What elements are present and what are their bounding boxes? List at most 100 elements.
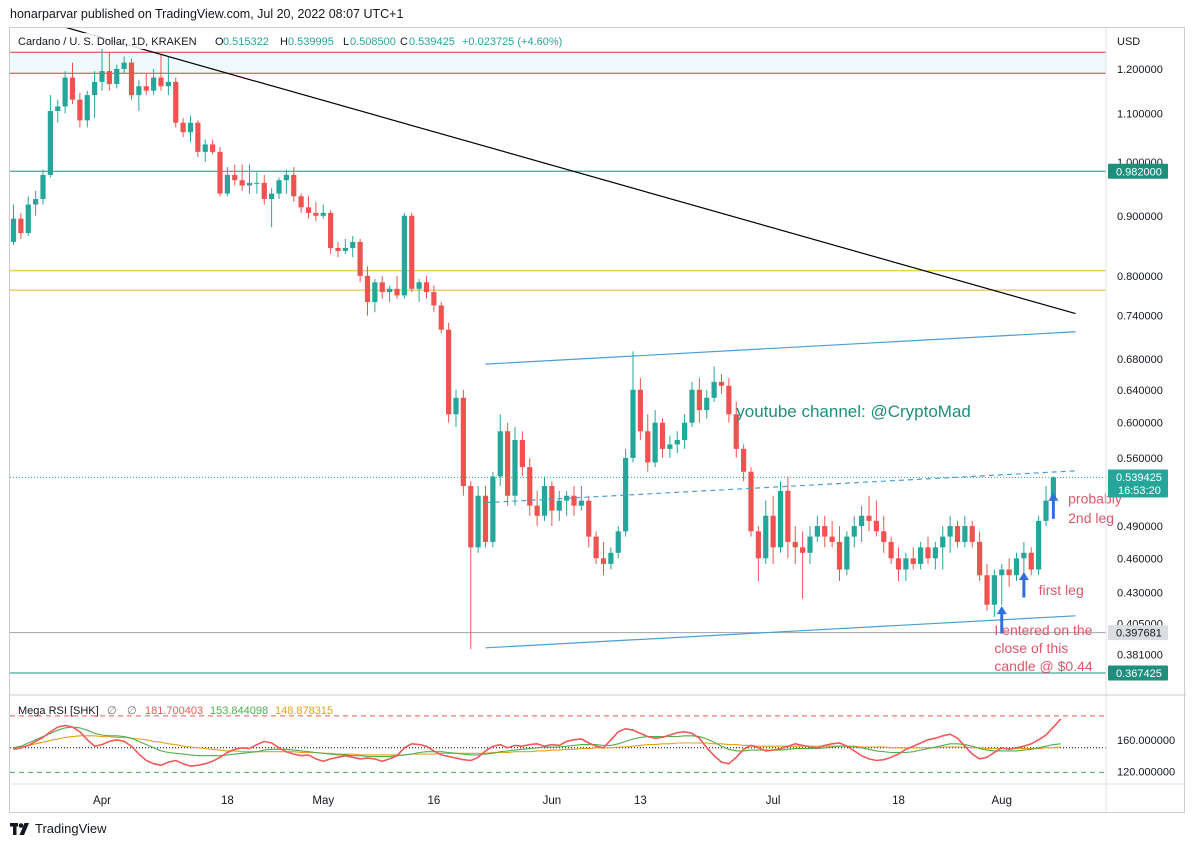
- candle-body: [608, 552, 614, 564]
- chart-panel[interactable]: youtube channel: @CryptoMad probably 2nd l…: [9, 27, 1186, 814]
- candle-body: [851, 526, 857, 537]
- price-badge-label: 0.982000: [1116, 166, 1162, 178]
- rsi-legend-title: Mega RSI [SHK]: [18, 705, 99, 717]
- candle-body: [446, 329, 452, 415]
- candle-body: [431, 292, 437, 306]
- candle-body: [814, 526, 820, 537]
- price-tick-label: 0.430000: [1117, 588, 1163, 600]
- up-arrow-head-icon: [996, 606, 1007, 615]
- candle-body: [180, 122, 186, 133]
- tradingview-footer: TradingView: [10, 821, 107, 836]
- candle-body: [210, 144, 216, 152]
- candle-body: [69, 77, 76, 100]
- candle-body: [283, 174, 289, 181]
- candle-body: [47, 111, 53, 175]
- candle-body: [556, 500, 562, 511]
- chart-annotation: close of this: [994, 640, 1068, 656]
- low-value: 0.508500: [350, 36, 396, 48]
- candle-body: [217, 151, 223, 194]
- rsi-legend-value: 148.878315: [275, 705, 333, 717]
- candle-body: [918, 547, 924, 564]
- candle-body: [151, 77, 157, 91]
- price-tick-label: 0.740000: [1117, 311, 1163, 323]
- price-tick-label: 0.600000: [1117, 418, 1163, 430]
- candle-body: [534, 505, 540, 516]
- candle-body: [549, 486, 555, 511]
- candle-body: [777, 490, 784, 548]
- candle-body: [187, 122, 194, 133]
- chart-annotation: youtube channel: @CryptoMad: [736, 402, 971, 421]
- candle-body: [792, 541, 798, 548]
- candle-body: [1013, 558, 1020, 576]
- price-badge-label: 0.397681: [1116, 628, 1162, 640]
- candle-body: [394, 288, 400, 296]
- candle-body: [999, 569, 1005, 576]
- candle-body: [962, 526, 968, 542]
- price-badge: [1108, 625, 1168, 641]
- price-tick-label: 0.900000: [1117, 211, 1163, 223]
- time-tick-label: May: [312, 795, 334, 807]
- price-tick-label: 0.680000: [1117, 354, 1163, 366]
- rsi-series-line: [13, 726, 1061, 758]
- candle-body: [143, 86, 149, 91]
- chart-annotation: candle @ $0.44: [994, 658, 1092, 674]
- candle-body: [807, 536, 813, 553]
- chart-annotation: first leg: [1039, 582, 1084, 598]
- candle-body: [114, 68, 120, 85]
- high-label: H: [280, 36, 288, 48]
- candle-body: [571, 495, 577, 506]
- candle-body: [55, 106, 61, 112]
- chart-annotation: 2nd leg: [1068, 510, 1114, 526]
- candle-body: [401, 215, 407, 296]
- price-tick-label: 0.460000: [1117, 553, 1163, 565]
- candle-body: [246, 182, 253, 186]
- candle-body: [40, 174, 46, 200]
- candle-body: [62, 77, 68, 107]
- candle-body: [342, 247, 348, 251]
- low-label: L: [343, 36, 349, 48]
- candle-body: [136, 86, 142, 96]
- price-tick-label: 1.100000: [1117, 108, 1163, 120]
- candle-body: [1021, 552, 1027, 559]
- candle-body: [637, 389, 643, 432]
- candle-body: [409, 215, 415, 289]
- candle-body: [645, 431, 651, 463]
- candle-body: [460, 397, 466, 487]
- candle-body: [940, 536, 946, 548]
- candle-body: [224, 174, 230, 194]
- candle-body: [1006, 569, 1012, 576]
- candle-body: [977, 541, 983, 576]
- candle-body: [379, 282, 385, 293]
- candle-body: [527, 467, 533, 506]
- price-tick-label: 0.490000: [1117, 521, 1163, 533]
- candle-body: [92, 81, 98, 96]
- time-tick-label: Jul: [766, 795, 781, 807]
- price-tick-label: 0.560000: [1117, 453, 1163, 465]
- candle-body: [689, 389, 695, 423]
- candle-body: [873, 520, 879, 532]
- candle-body: [261, 182, 267, 200]
- candle-body: [844, 536, 850, 570]
- candle-body: [726, 385, 732, 415]
- candle-body: [482, 495, 489, 542]
- candle-body: [202, 144, 208, 152]
- close-label: C: [400, 36, 408, 48]
- time-tick-label: 16: [427, 795, 440, 807]
- candle-body: [1050, 477, 1056, 501]
- price-badge: [1108, 665, 1168, 681]
- candle-body: [276, 180, 282, 194]
- up-arrow-head-icon: [1048, 492, 1059, 501]
- candle-body: [800, 547, 806, 553]
- rsi-tick-label: 160.000000: [1117, 735, 1175, 747]
- candle-body: [328, 212, 334, 248]
- candle-body: [674, 440, 680, 445]
- candle-body: [903, 558, 909, 570]
- candle-body: [1028, 552, 1034, 570]
- candle-body: [490, 476, 496, 542]
- candle-body: [519, 440, 525, 468]
- candle-body: [895, 558, 902, 570]
- rsi-series-line: [13, 718, 1062, 767]
- candle-body: [505, 431, 511, 496]
- candle-body: [99, 71, 105, 82]
